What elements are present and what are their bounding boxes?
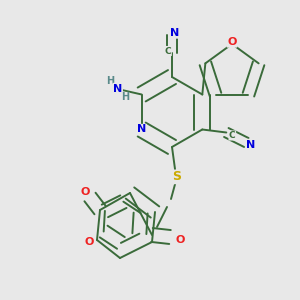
- Text: H: H: [106, 76, 114, 86]
- Text: O: O: [227, 37, 237, 47]
- Text: H: H: [121, 92, 129, 103]
- Text: N: N: [113, 83, 122, 94]
- Text: C: C: [165, 46, 171, 56]
- Text: O: O: [175, 235, 185, 245]
- Text: O: O: [80, 187, 90, 197]
- Text: S: S: [172, 170, 182, 184]
- Text: N: N: [170, 28, 180, 38]
- Text: C: C: [229, 131, 236, 140]
- Text: N: N: [246, 140, 255, 149]
- Text: N: N: [137, 124, 146, 134]
- Text: O: O: [84, 237, 94, 247]
